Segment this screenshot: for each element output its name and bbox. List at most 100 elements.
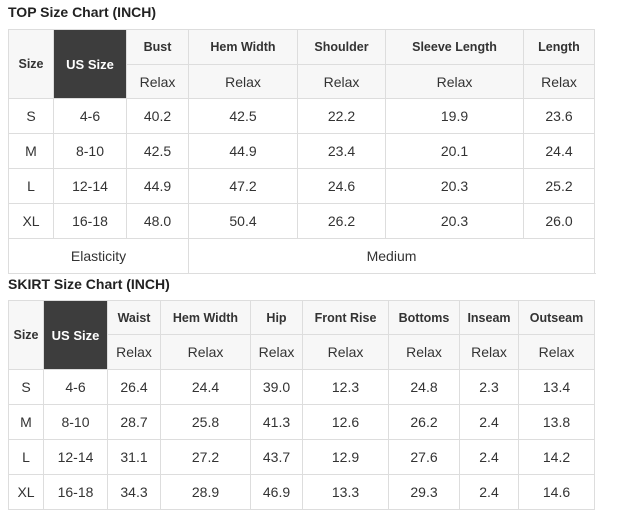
- column-header: Bottoms: [388, 300, 460, 335]
- column-header: Length: [523, 29, 595, 65]
- column-header: Waist: [107, 300, 161, 335]
- fit-cell: Relax: [160, 334, 251, 370]
- value-cell: 46.9: [250, 474, 303, 510]
- value-cell: 34.3: [107, 474, 161, 510]
- elasticity-row: Elasticity Medium: [8, 238, 595, 274]
- fit-cell: Relax: [297, 64, 386, 99]
- value-cell: 14.6: [518, 474, 595, 510]
- value-cell: 39.0: [250, 369, 303, 405]
- header-row: Size US Size Waist Hem Width Hip Front Rise Bo…: [8, 300, 595, 370]
- value-cell: 12.3: [302, 369, 389, 405]
- us-size-cell: 8-10: [53, 133, 127, 169]
- column-header: Hem Width: [188, 29, 298, 65]
- size-cell: S: [8, 369, 44, 405]
- table-row: XL 16-18 48.0 50.4 26.2 20.3 26.0: [8, 203, 595, 239]
- value-cell: 27.6: [388, 439, 460, 475]
- size-cell: XL: [8, 203, 54, 239]
- column-header: Outseam: [518, 300, 595, 335]
- us-size-cell: 16-18: [43, 474, 108, 510]
- column-header: Shoulder: [297, 29, 386, 65]
- skirt-size-table: Size US Size Waist Hem Width Hip Front Rise Bo…: [8, 300, 595, 510]
- table-row: S 4-6 26.4 24.4 39.0 12.3 24.8 2.3 13.4: [8, 369, 595, 405]
- value-cell: 23.4: [297, 133, 386, 169]
- fit-cell: Relax: [459, 334, 519, 370]
- value-cell: 13.4: [518, 369, 595, 405]
- size-cell: L: [8, 439, 44, 475]
- value-cell: 24.4: [160, 369, 251, 405]
- size-cell: XL: [8, 474, 44, 510]
- fit-cell: Relax: [385, 64, 524, 99]
- header-row: Size US Size Bust Hem Width Shoulder Sleeve L…: [8, 29, 595, 99]
- value-cell: 41.3: [250, 404, 303, 440]
- value-cell: 44.9: [126, 168, 189, 204]
- us-size-cell: 4-6: [53, 98, 127, 134]
- value-cell: 50.4: [188, 203, 298, 239]
- value-cell: 20.1: [385, 133, 524, 169]
- fit-row: Relax Relax Relax Relax Relax Relax Relax: [9, 334, 595, 370]
- value-cell: 27.2: [160, 439, 251, 475]
- value-cell: 26.2: [297, 203, 386, 239]
- us-size-cell: 12-14: [43, 439, 108, 475]
- value-cell: 20.3: [385, 168, 524, 204]
- value-cell: 48.0: [126, 203, 189, 239]
- fit-row: Relax Relax Relax Relax Relax: [9, 64, 595, 99]
- size-cell: M: [8, 133, 54, 169]
- value-cell: 24.4: [523, 133, 595, 169]
- value-cell: 42.5: [188, 98, 298, 134]
- table-row: M 8-10 42.5 44.9 23.4 20.1 24.4: [8, 133, 595, 169]
- value-cell: 14.2: [518, 439, 595, 475]
- value-cell: 2.3: [459, 369, 519, 405]
- table-row: XL 16-18 34.3 28.9 46.9 13.3 29.3 2.4 14.6: [8, 474, 595, 510]
- fit-cell: Relax: [188, 64, 298, 99]
- value-cell: 13.8: [518, 404, 595, 440]
- value-cell: 28.7: [107, 404, 161, 440]
- column-header: Front Rise: [302, 300, 389, 335]
- size-cell: M: [8, 404, 44, 440]
- column-header: Hip: [250, 300, 303, 335]
- value-cell: 24.8: [388, 369, 460, 405]
- table-row: M 8-10 28.7 25.8 41.3 12.6 26.2 2.4 13.8: [8, 404, 595, 440]
- top-size-table: Size US Size Bust Hem Width Shoulder Sleeve L…: [8, 29, 595, 274]
- value-cell: 13.3: [302, 474, 389, 510]
- column-header: Inseam: [459, 300, 519, 335]
- fit-cell: Relax: [107, 334, 161, 370]
- size-cell: S: [8, 98, 54, 134]
- us-size-header: US Size: [43, 300, 108, 370]
- fit-cell: Relax: [126, 64, 189, 99]
- value-cell: 25.2: [523, 168, 595, 204]
- value-cell: 20.3: [385, 203, 524, 239]
- size-header: Size: [8, 300, 44, 370]
- value-cell: 47.2: [188, 168, 298, 204]
- value-cell: 12.9: [302, 439, 389, 475]
- skirt-chart-title: SKIRT Size Chart (INCH): [8, 276, 170, 292]
- us-size-cell: 4-6: [43, 369, 108, 405]
- top-chart-title: TOP Size Chart (INCH): [8, 4, 157, 20]
- value-cell: 40.2: [126, 98, 189, 134]
- fit-cell: Relax: [302, 334, 389, 370]
- value-cell: 29.3: [388, 474, 460, 510]
- table-row: L 12-14 31.1 27.2 43.7 12.9 27.6 2.4 14.2: [8, 439, 595, 475]
- size-cell: L: [8, 168, 54, 204]
- us-size-cell: 16-18: [53, 203, 127, 239]
- value-cell: 43.7: [250, 439, 303, 475]
- column-header: Hem Width: [160, 300, 251, 335]
- value-cell: 2.4: [459, 439, 519, 475]
- fit-cell: Relax: [388, 334, 460, 370]
- table-row: S 4-6 40.2 42.5 22.2 19.9 23.6: [8, 98, 595, 134]
- value-cell: 26.0: [523, 203, 595, 239]
- us-size-header: US Size: [53, 29, 127, 99]
- elasticity-value: Medium: [188, 238, 595, 274]
- us-size-cell: 8-10: [43, 404, 108, 440]
- value-cell: 26.2: [388, 404, 460, 440]
- column-header: Sleeve Length: [385, 29, 524, 65]
- fit-cell: Relax: [523, 64, 595, 99]
- value-cell: 31.1: [107, 439, 161, 475]
- value-cell: 19.9: [385, 98, 524, 134]
- elasticity-label: Elasticity: [8, 238, 189, 274]
- value-cell: 26.4: [107, 369, 161, 405]
- value-cell: 24.6: [297, 168, 386, 204]
- value-cell: 44.9: [188, 133, 298, 169]
- value-cell: 2.4: [459, 404, 519, 440]
- size-header: Size: [8, 29, 54, 99]
- value-cell: 12.6: [302, 404, 389, 440]
